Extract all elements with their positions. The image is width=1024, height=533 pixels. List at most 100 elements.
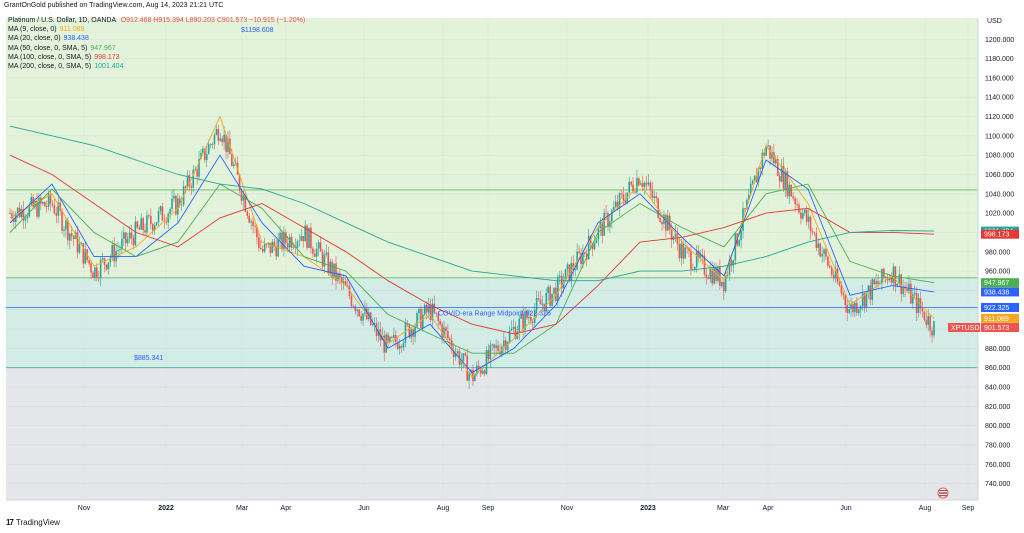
candle-body: [265, 244, 268, 245]
candle-body: [807, 216, 810, 222]
ma-line-4: [9, 154, 935, 335]
candle-body: [271, 241, 274, 253]
candle-body: [738, 240, 740, 246]
candle-body: [219, 138, 222, 141]
candle-body: [123, 232, 125, 239]
candle-body: [757, 167, 760, 183]
candle-body: [101, 258, 104, 260]
candle-body: [28, 204, 31, 217]
candle-body: [888, 277, 891, 281]
legend-ma50[interactable]: MA (50, close, 0, SMA, 5) 947.967: [8, 44, 305, 53]
candle-body: [499, 350, 501, 355]
y-tick-label: 740.000: [985, 481, 1010, 488]
candle-body: [614, 201, 617, 207]
candle-body: [175, 195, 177, 215]
candle-body: [709, 268, 712, 279]
candle-body: [933, 321, 935, 336]
candle-body: [857, 309, 860, 313]
candle-body: [418, 308, 420, 313]
candle-body: [686, 247, 688, 249]
candle-body: [607, 213, 609, 227]
candle-body: [49, 193, 52, 204]
candle-body: [641, 183, 644, 187]
candle-body: [829, 265, 831, 268]
candle-body: [325, 252, 328, 255]
candle-body: [232, 164, 235, 166]
candle-body: [59, 202, 61, 211]
candle-body: [335, 263, 337, 281]
candle-body: [622, 193, 625, 201]
candle-body: [908, 283, 910, 292]
candle-body: [649, 182, 652, 191]
candle-body: [107, 262, 110, 270]
price-tag-text: 938.438: [984, 289, 1009, 296]
y-tick-label: 780.000: [985, 442, 1010, 449]
candle-body: [76, 232, 79, 253]
legend-ma9[interactable]: MA (9, close, 0) 911.089: [8, 25, 305, 34]
candle-body: [726, 274, 729, 276]
candle-body: [333, 263, 335, 278]
candle-body: [722, 281, 725, 292]
chart-zones: [6, 18, 978, 500]
currency-label[interactable]: USD: [987, 18, 1002, 25]
symbol-tag[interactable]: [948, 323, 980, 333]
candle-body: [43, 202, 46, 207]
candle-body: [256, 226, 258, 238]
candle-body: [541, 303, 544, 305]
candle-body: [211, 144, 214, 146]
candle-body: [352, 306, 355, 307]
candle-body: [790, 184, 793, 197]
legend-ma20[interactable]: MA (20, close, 0) 938.438: [8, 34, 305, 43]
candle-body: [655, 196, 658, 199]
candle-body: [665, 214, 667, 231]
candle-body: [36, 201, 38, 217]
candle-body: [422, 314, 424, 329]
candle-body: [117, 249, 119, 251]
candle-body: [439, 321, 441, 325]
candle-body: [788, 184, 791, 197]
candle-body: [796, 204, 798, 206]
candle-body: [227, 138, 229, 152]
candle-body: [564, 269, 567, 282]
candle-body: [744, 208, 746, 209]
candle-body: [647, 182, 650, 185]
legend-ma20-value: 938.438: [63, 35, 89, 43]
y-tick-label: 760.000: [985, 462, 1010, 469]
candle-body: [161, 206, 164, 221]
candle-body: [749, 183, 752, 195]
candle-body: [751, 180, 754, 184]
candle-body: [504, 340, 507, 350]
candle-body: [445, 327, 447, 331]
candle-body: [261, 249, 264, 252]
y-tick-label: 1080.000: [985, 153, 1014, 160]
candle-body: [923, 311, 926, 320]
candle-body: [915, 293, 918, 313]
candle-body: [724, 274, 727, 292]
y-tick-label: 880.000: [985, 346, 1010, 353]
candle-body: [653, 196, 656, 198]
candle-body: [522, 313, 524, 330]
candle-body: [763, 152, 766, 156]
legend-ma100[interactable]: MA (100, close, 0, SMA, 5) 998.173: [8, 53, 305, 62]
candle-body: [273, 241, 276, 247]
candle-body: [396, 341, 399, 349]
candle-body: [931, 330, 933, 336]
legend-ma200[interactable]: MA (200, close, 0, SMA, 5) 1001.404: [8, 62, 305, 71]
candle-body: [371, 323, 374, 325]
candle-body: [670, 229, 673, 240]
candle-body: [433, 303, 436, 313]
candle-body: [151, 224, 154, 231]
candle-body: [487, 350, 490, 360]
candle-body: [173, 195, 175, 199]
tradingview-brand[interactable]: 17 TradingView: [6, 518, 60, 527]
candle-body: [207, 144, 210, 155]
candle-body: [109, 257, 112, 263]
us-flag-stripe: [939, 490, 947, 492]
candle-body: [848, 309, 850, 313]
candle-body: [393, 334, 395, 338]
candle-body: [213, 134, 216, 145]
candle-body: [674, 233, 677, 237]
candle-body: [167, 213, 169, 223]
candle-body: [250, 221, 252, 223]
